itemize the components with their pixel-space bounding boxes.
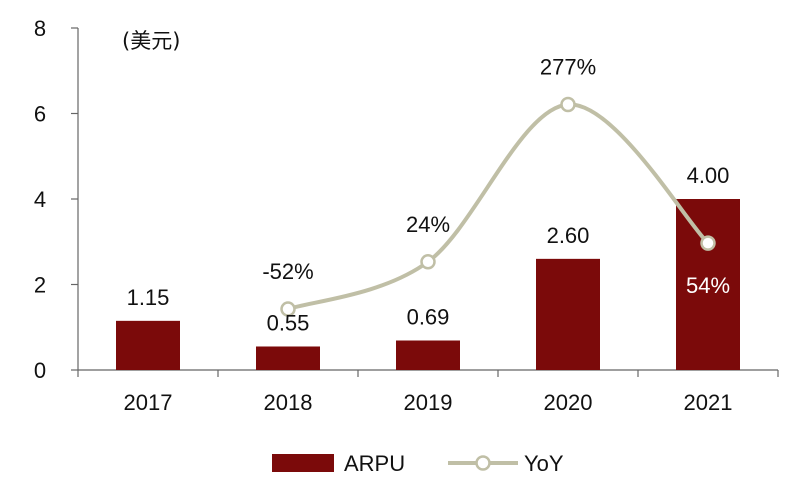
yoy-value-label: 24% bbox=[406, 212, 450, 237]
yoy-value-label: 54% bbox=[686, 273, 730, 298]
bar-value-label: 1.15 bbox=[127, 285, 170, 310]
data-labels: 1.15 0.55 0.69 2.60 4.00 -52% 24% 277% 54% bbox=[127, 54, 730, 335]
yoy-point-2018 bbox=[280, 301, 296, 317]
y-tick-label: 0 bbox=[34, 358, 46, 383]
bar-2018 bbox=[256, 346, 320, 370]
legend-label-yoy: YoY bbox=[524, 451, 564, 476]
x-tick-label: 2020 bbox=[544, 390, 593, 415]
line-series bbox=[280, 96, 716, 317]
y-tick-label: 6 bbox=[34, 102, 46, 127]
bar-2021 bbox=[676, 199, 740, 370]
bar-series bbox=[116, 199, 740, 370]
x-tick-label: 2017 bbox=[124, 390, 173, 415]
yoy-line bbox=[287, 102, 710, 311]
x-tick-label: 2021 bbox=[684, 390, 733, 415]
yoy-point-2019 bbox=[420, 254, 436, 270]
yoy-value-label: 277% bbox=[540, 54, 596, 79]
yoy-point-2021 bbox=[700, 235, 716, 251]
y-tick-label: 2 bbox=[34, 273, 46, 298]
x-tick-label: 2018 bbox=[264, 390, 313, 415]
legend: ARPU YoY bbox=[272, 451, 564, 476]
yoy-point-2020 bbox=[560, 96, 576, 113]
bar-value-label: 4.00 bbox=[687, 163, 730, 188]
y-tick-label: 4 bbox=[34, 187, 46, 212]
y-tick-label: 8 bbox=[34, 16, 46, 41]
bar-2019 bbox=[396, 340, 460, 370]
unit-label: (美元) bbox=[122, 29, 180, 53]
legend-swatch-arpu bbox=[272, 454, 334, 472]
bar-value-label: 0.55 bbox=[267, 310, 310, 335]
bar-2020 bbox=[536, 258, 600, 370]
legend-label-arpu: ARPU bbox=[344, 451, 405, 476]
yoy-value-label: -52% bbox=[262, 259, 313, 284]
x-tick-label: 2019 bbox=[404, 390, 453, 415]
bar-2017 bbox=[116, 320, 180, 370]
bar-value-label: 0.69 bbox=[407, 305, 450, 330]
bar-value-label: 2.60 bbox=[547, 223, 590, 248]
legend-marker-yoy bbox=[475, 455, 491, 471]
axes: 0 2 4 6 8 2017 2018 2019 2020 2021 bbox=[34, 16, 779, 415]
